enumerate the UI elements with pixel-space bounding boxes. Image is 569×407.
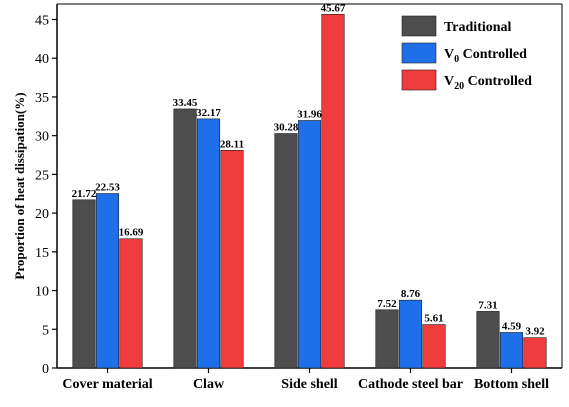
legend-entry: V20 Controlled xyxy=(444,74,532,92)
data-label: 7.31 xyxy=(478,299,497,311)
x-category-label: Side shell xyxy=(281,377,338,392)
x-category-label: Cover material xyxy=(62,377,152,392)
y-tick-label: 35 xyxy=(35,91,49,106)
data-label: 45.67 xyxy=(321,2,346,14)
y-tick-label: 30 xyxy=(35,130,49,145)
data-label: 31.96 xyxy=(297,108,322,120)
y-tick-label: 45 xyxy=(35,13,49,28)
bar xyxy=(499,332,524,369)
y-tick-label: 20 xyxy=(35,207,49,222)
legend-entry: V0 Controlled xyxy=(444,47,527,65)
legend-swatch xyxy=(401,42,437,64)
y-tick-label: 15 xyxy=(35,246,49,261)
bar xyxy=(375,309,399,369)
x-category-label: Cathode steel bar xyxy=(358,377,463,392)
data-label: 21.72 xyxy=(72,188,97,200)
bar xyxy=(119,238,143,369)
data-label: 3.92 xyxy=(525,326,545,338)
bar xyxy=(476,311,500,369)
x-category-label: Claw xyxy=(193,377,225,392)
data-label: 5.61 xyxy=(424,313,443,325)
bar xyxy=(297,120,322,369)
bar xyxy=(422,324,446,369)
y-tick-label: 0 xyxy=(42,362,49,377)
y-tick-label: 5 xyxy=(42,323,49,338)
legend-swatch xyxy=(401,15,437,37)
data-label: 22.53 xyxy=(95,182,120,194)
bar xyxy=(72,199,96,369)
legend-swatch xyxy=(401,69,437,91)
data-label: 28.11 xyxy=(220,138,244,150)
data-label: 30.28 xyxy=(274,121,299,133)
bar xyxy=(173,108,197,369)
bar xyxy=(95,193,120,369)
data-label: 7.52 xyxy=(377,298,397,310)
data-label: 4.59 xyxy=(502,320,522,332)
legend: Traditional V0 Controlled V20 Controlled xyxy=(401,15,532,92)
bar xyxy=(196,118,221,369)
data-label: 8.76 xyxy=(401,288,421,300)
x-category-label: Bottom shell xyxy=(474,377,549,392)
bar xyxy=(220,149,244,369)
bar xyxy=(321,14,345,369)
bar xyxy=(274,133,298,369)
data-label: 33.45 xyxy=(173,97,198,109)
data-label: 32.17 xyxy=(196,107,221,119)
y-tick-label: 25 xyxy=(35,168,49,183)
y-tick-label: 10 xyxy=(35,285,49,300)
bar xyxy=(523,337,547,369)
y-tick-label: 40 xyxy=(35,52,49,67)
data-label: 16.69 xyxy=(119,227,144,239)
y-axis-label: Proportion of heat dissipation(%) xyxy=(12,92,27,279)
legend-entry: Traditional xyxy=(444,20,512,35)
bar xyxy=(398,299,423,369)
